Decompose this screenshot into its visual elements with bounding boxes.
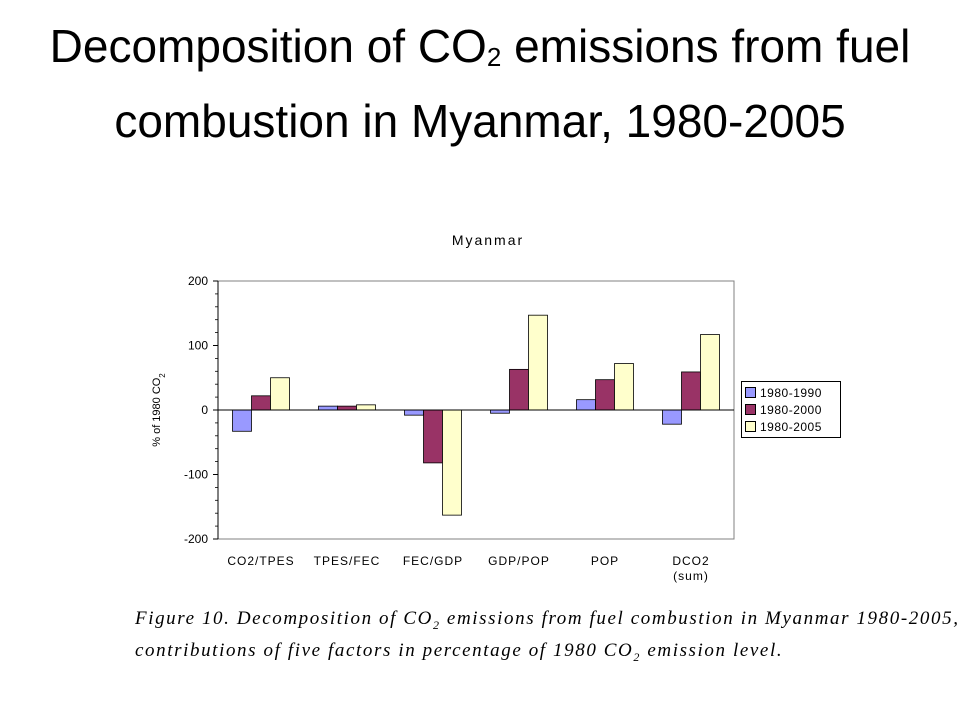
y-tick-label: 100 <box>188 339 208 353</box>
bar-gdp-pop-1980-2000 <box>509 368 529 411</box>
x-tick-label: DCO2 <box>672 554 709 568</box>
y-tick-label: 200 <box>188 274 208 288</box>
bar-co2-tpes-1980-2000 <box>251 395 271 411</box>
bar-fec-gdp-1980-1990 <box>404 409 424 416</box>
x-labels-group: CO2/TPES TPES/FEC FEC/GDP GDP/POP POP DCO2(su… <box>227 554 709 583</box>
bar-pop-1980-1990 <box>576 399 596 411</box>
bar-co2-tpes-1980-1990 <box>232 409 252 432</box>
legend-swatch <box>745 387 756 398</box>
x-tick-label: CO2/TPES <box>227 554 294 568</box>
bar-tpes-fec-1980-1990 <box>318 405 338 411</box>
bar-dco2-1980-2000 <box>681 371 701 411</box>
legend-label: 1980-1990 <box>760 385 822 400</box>
chart-legend: 1980-1990 1980-2000 1980-2005 <box>741 381 841 438</box>
y-tick-label: -200 <box>184 532 208 546</box>
legend-label: 1980-2005 <box>760 419 822 434</box>
bar-tpes-fec-1980-2005 <box>356 404 376 411</box>
caption-line-1: Figure 10. Decomposition of CO2 emission… <box>135 608 960 632</box>
legend-swatch <box>745 421 756 432</box>
y-axis-label: % of 1980 CO2 <box>151 373 167 447</box>
y-ticks-group: 200 100 0 -100 -200 <box>184 274 218 546</box>
bar-fec-gdp-1980-2005 <box>442 409 462 516</box>
bar-fec-gdp-1980-2000 <box>423 409 443 464</box>
bar-co2-tpes-1980-2005 <box>270 377 290 411</box>
x-tick-label: POP <box>591 554 619 568</box>
legend-swatch <box>745 404 756 415</box>
x-tick-label: GDP/POP <box>488 554 550 568</box>
bar-chart: Myanmar 200 100 0 -100 -200 CO2/TPES TPES/FEC… <box>151 232 735 583</box>
chart-title: Myanmar <box>452 232 524 248</box>
x-tick-sublabel: (sum) <box>673 569 709 583</box>
bar-gdp-pop-1980-2005 <box>528 314 548 411</box>
y-tick-label: -100 <box>184 468 208 482</box>
bars-group <box>232 314 720 516</box>
bar-tpes-fec-1980-2000 <box>337 405 357 411</box>
legend-label: 1980-2000 <box>760 402 822 417</box>
slide-title: Decomposition of CO2 emissions from fuel… <box>49 20 911 147</box>
bar-pop-1980-2005 <box>614 363 634 411</box>
legend-item: 1980-1990 <box>745 384 837 401</box>
x-tick-label: FEC/GDP <box>403 554 463 568</box>
figure-caption: Figure 10. Decomposition of CO2 emission… <box>135 606 960 670</box>
x-tick-label: TPES/FEC <box>314 554 381 568</box>
caption-line-2: contributions of five factors in percent… <box>135 639 784 664</box>
bar-pop-1980-2000 <box>595 379 615 411</box>
bar-dco2-1980-2005 <box>700 334 720 411</box>
bar-dco2-1980-1990 <box>662 409 682 425</box>
legend-item: 1980-2000 <box>745 401 837 418</box>
y-tick-label: 0 <box>201 403 208 417</box>
legend-item: 1980-2005 <box>745 418 837 435</box>
